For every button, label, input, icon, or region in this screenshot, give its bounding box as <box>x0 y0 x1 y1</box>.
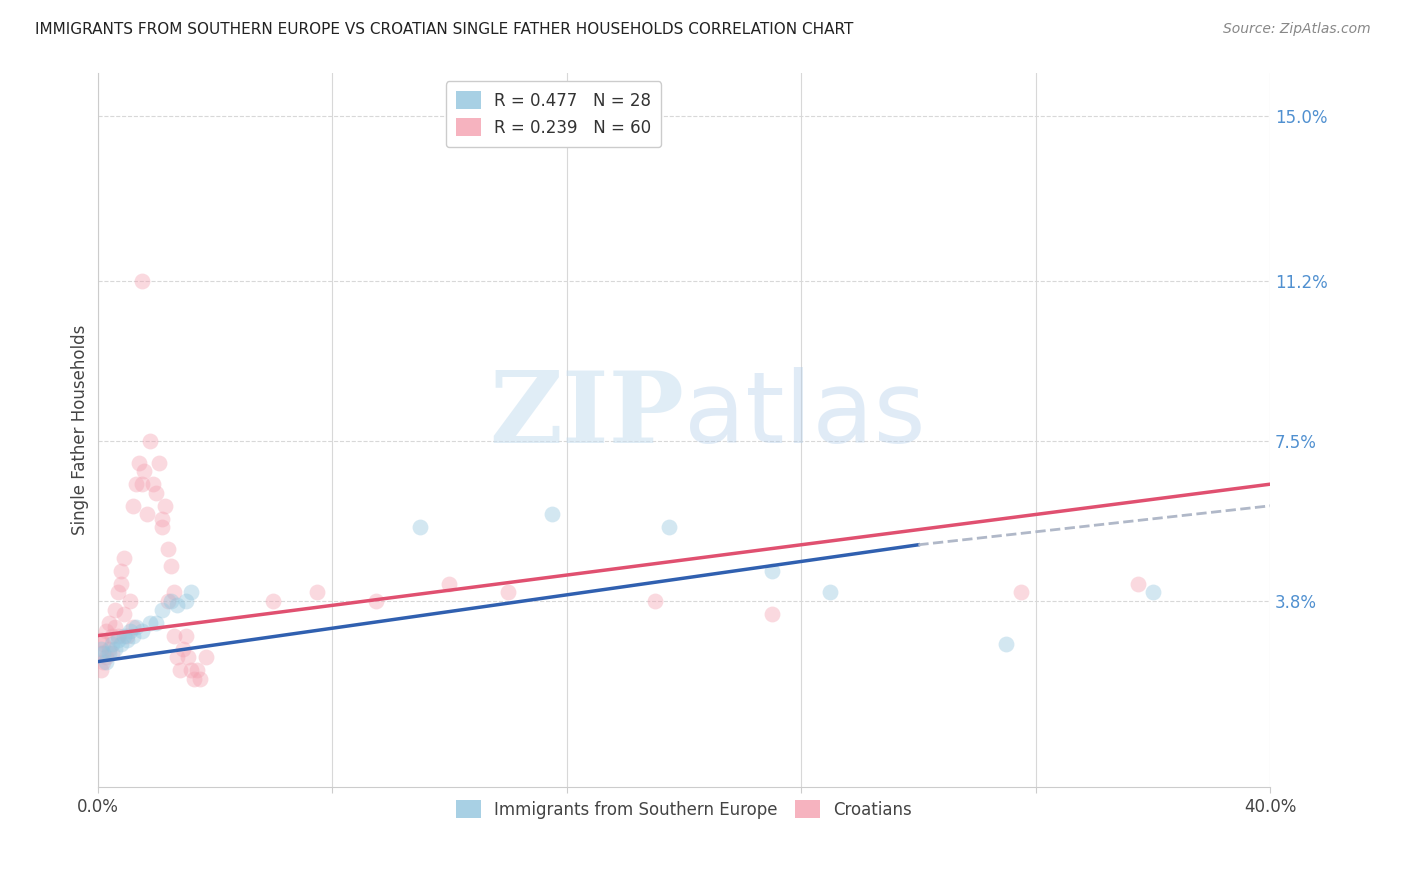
Point <box>104 603 127 617</box>
Point <box>104 641 127 656</box>
Point <box>156 542 179 557</box>
Point <box>131 274 153 288</box>
Point <box>1142 585 1164 599</box>
Legend: Immigrants from Southern Europe, Croatians: Immigrants from Southern Europe, Croatia… <box>450 793 918 825</box>
Point <box>180 663 202 677</box>
Point <box>172 641 194 656</box>
Point <box>112 629 135 643</box>
Point <box>112 550 135 565</box>
Point <box>89 663 111 677</box>
Point <box>107 629 129 643</box>
Point <box>658 520 681 534</box>
Point <box>761 607 783 621</box>
Point <box>439 576 461 591</box>
Text: Source: ZipAtlas.com: Source: ZipAtlas.com <box>1223 22 1371 37</box>
Point <box>96 650 118 665</box>
Point <box>160 559 183 574</box>
Point <box>163 585 186 599</box>
Point <box>150 603 173 617</box>
Point <box>262 594 284 608</box>
Point <box>121 629 143 643</box>
Point <box>98 615 121 630</box>
Point <box>136 508 159 522</box>
Point <box>121 620 143 634</box>
Point <box>409 520 432 534</box>
Point <box>128 456 150 470</box>
Point <box>995 637 1018 651</box>
Point <box>101 646 124 660</box>
Point <box>148 456 170 470</box>
Point <box>93 646 115 660</box>
Point <box>163 629 186 643</box>
Point <box>89 641 111 656</box>
Point <box>644 594 666 608</box>
Point <box>112 607 135 621</box>
Point <box>541 508 564 522</box>
Point <box>307 585 329 599</box>
Point <box>820 585 842 599</box>
Point <box>761 564 783 578</box>
Y-axis label: Single Father Households: Single Father Households <box>72 325 89 535</box>
Point <box>131 477 153 491</box>
Point <box>110 637 132 651</box>
Point <box>139 615 162 630</box>
Text: atlas: atlas <box>683 368 925 465</box>
Point <box>153 499 176 513</box>
Point <box>496 585 519 599</box>
Point <box>107 632 129 647</box>
Text: IMMIGRANTS FROM SOUTHERN EUROPE VS CROATIAN SINGLE FATHER HOUSEHOLDS CORRELATION: IMMIGRANTS FROM SOUTHERN EUROPE VS CROAT… <box>35 22 853 37</box>
Point <box>364 594 387 608</box>
Point <box>110 576 132 591</box>
Point <box>1010 585 1032 599</box>
Point <box>96 655 118 669</box>
Point <box>183 672 205 686</box>
Point <box>89 646 111 660</box>
Point <box>160 594 183 608</box>
Point <box>156 594 179 608</box>
Point <box>101 637 124 651</box>
Point <box>107 585 129 599</box>
Point <box>115 629 138 643</box>
Point <box>118 624 141 639</box>
Point <box>186 663 208 677</box>
Point <box>93 655 115 669</box>
Point <box>131 624 153 639</box>
Point <box>177 650 200 665</box>
Point <box>169 663 191 677</box>
Point <box>125 477 148 491</box>
Point <box>93 637 115 651</box>
Point <box>180 585 202 599</box>
Point <box>174 629 197 643</box>
Point <box>150 512 173 526</box>
Point <box>195 650 218 665</box>
Point <box>115 632 138 647</box>
Point <box>166 599 188 613</box>
Point <box>125 620 148 634</box>
Point <box>89 632 111 647</box>
Point <box>150 520 173 534</box>
Point <box>118 594 141 608</box>
Point <box>121 499 143 513</box>
Text: ZIP: ZIP <box>489 368 683 465</box>
Point <box>174 594 197 608</box>
Point <box>110 564 132 578</box>
Point <box>145 486 167 500</box>
Point <box>104 620 127 634</box>
Point <box>1128 576 1150 591</box>
Point <box>139 434 162 448</box>
Point <box>96 624 118 639</box>
Point <box>98 646 121 660</box>
Point <box>98 641 121 656</box>
Point <box>145 615 167 630</box>
Point <box>188 672 211 686</box>
Point <box>166 650 188 665</box>
Point <box>142 477 165 491</box>
Point <box>101 629 124 643</box>
Point <box>134 464 156 478</box>
